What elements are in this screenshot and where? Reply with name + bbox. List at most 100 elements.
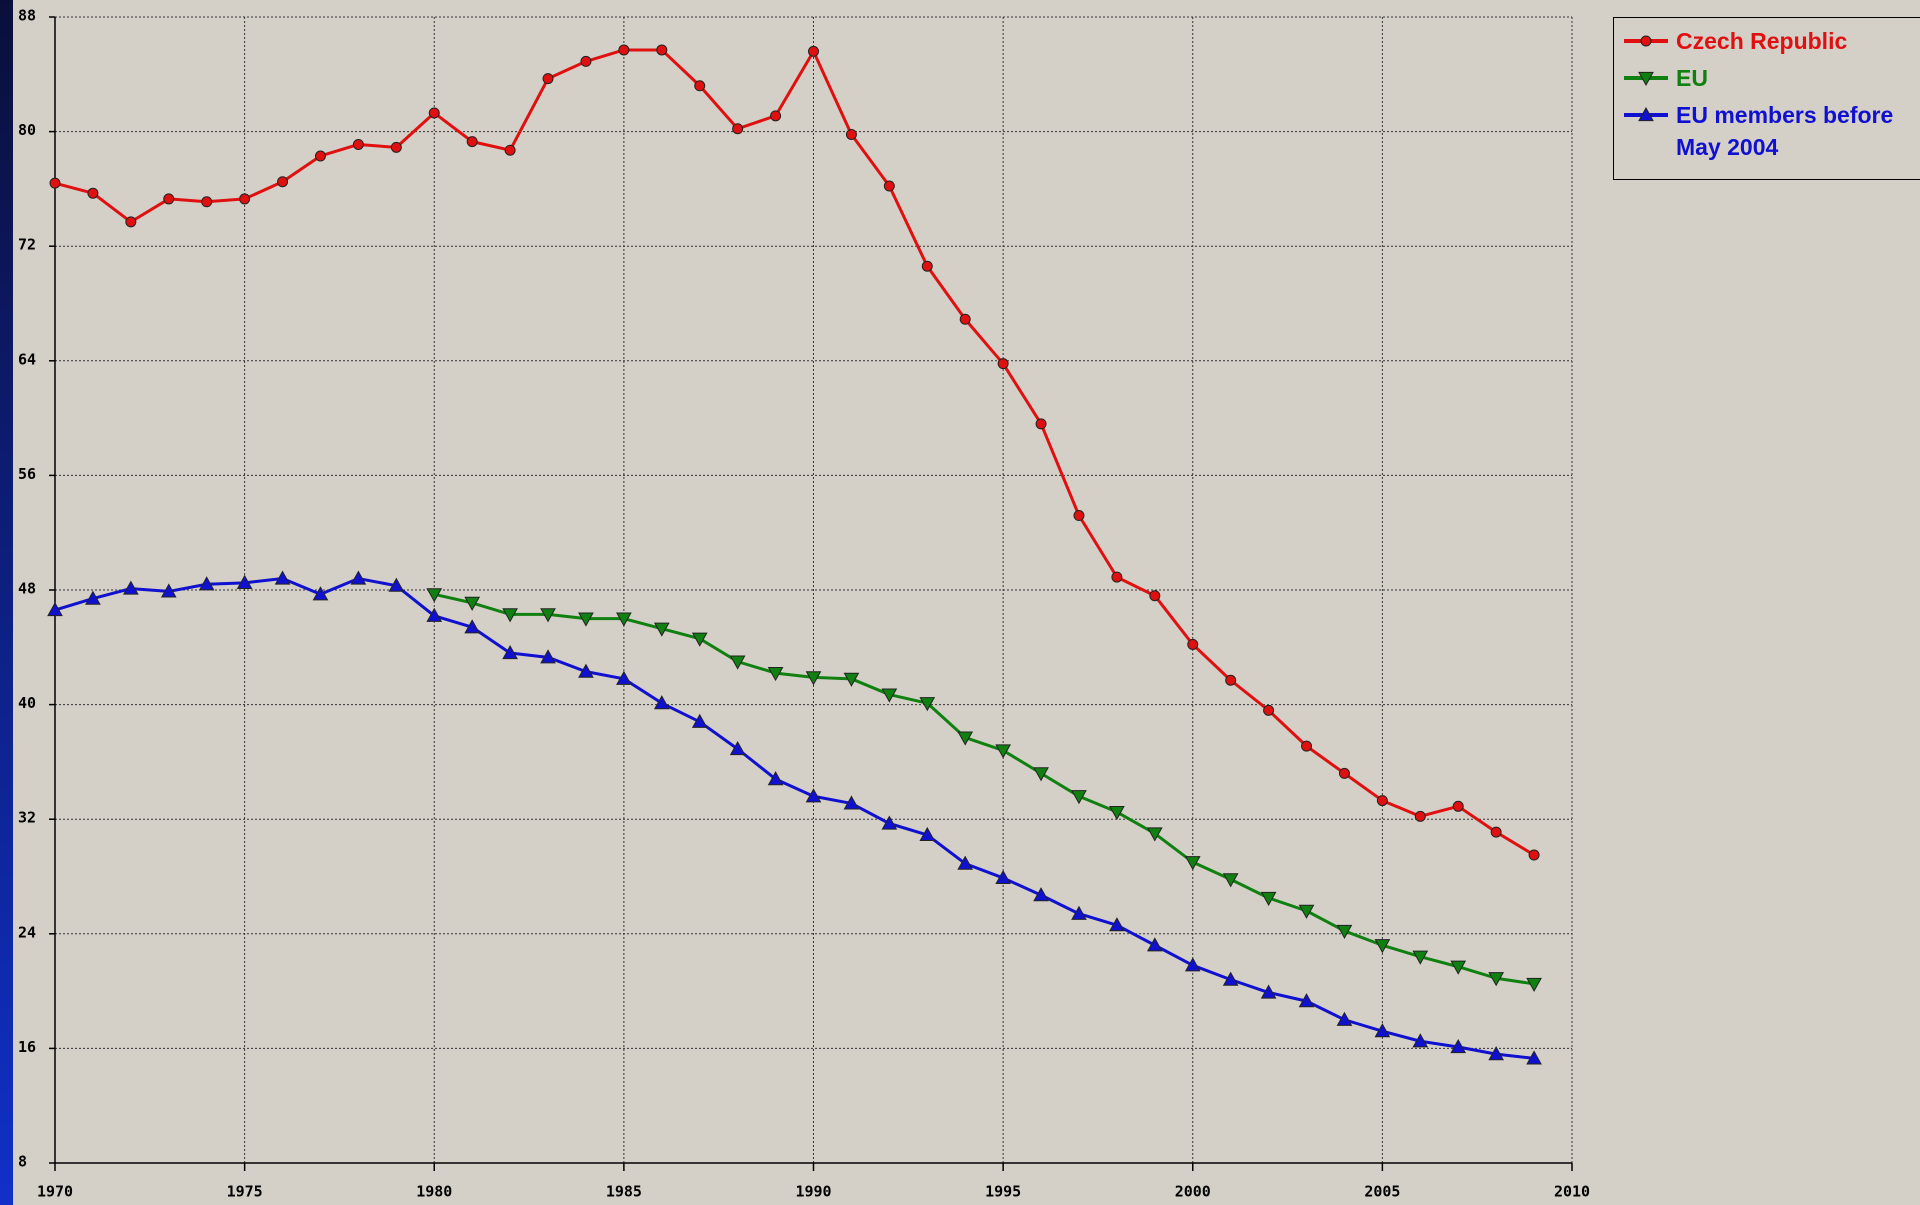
- data-point: [995, 744, 1011, 759]
- data-point: [1526, 977, 1542, 992]
- legend-marker: [1638, 71, 1654, 87]
- data-point: [160, 583, 177, 598]
- data-point: [239, 193, 251, 205]
- data-point: [428, 107, 440, 119]
- data-point: [616, 670, 632, 685]
- data-point: [1374, 1023, 1391, 1038]
- data-point: [85, 590, 101, 605]
- x-tick-label: 2010: [1554, 1183, 1590, 1201]
- data-point: [1184, 856, 1201, 871]
- data-point: [426, 607, 443, 622]
- legend: Czech Republic EU EU members before May 20…: [1613, 17, 1920, 180]
- data-point: [578, 663, 594, 678]
- data-point: [350, 570, 367, 585]
- x-tick-label: 1990: [795, 1183, 831, 1201]
- data-point: [390, 141, 402, 153]
- data-point: [1450, 1038, 1467, 1054]
- x-tick-label: 1995: [985, 1183, 1021, 1201]
- data-point: [542, 73, 554, 85]
- data-point: [1111, 571, 1123, 583]
- legend-label: EU members before May 2004: [1676, 102, 1894, 160]
- y-tick-label: 48: [18, 580, 36, 598]
- data-point: [808, 45, 819, 57]
- y-tick-label: 88: [18, 7, 36, 25]
- y-tick-label: 24: [18, 923, 36, 941]
- data-point: [464, 619, 481, 634]
- data-point: [314, 150, 326, 162]
- data-point: [426, 588, 443, 603]
- data-point: [919, 826, 936, 842]
- series-line: [433, 592, 1535, 986]
- data-point: [1035, 418, 1047, 430]
- data-point: [1109, 805, 1125, 821]
- data-point: [921, 260, 933, 272]
- data-point: [277, 176, 289, 188]
- data-point: [883, 180, 895, 192]
- data-point: [653, 695, 670, 710]
- data-point: [1263, 704, 1275, 716]
- x-tick-label: 2000: [1175, 1183, 1211, 1201]
- data-point: [1298, 993, 1315, 1008]
- data-point: [1033, 767, 1049, 782]
- data-point: [1071, 790, 1087, 805]
- data-point: [729, 740, 746, 756]
- data-point: [1336, 1011, 1353, 1026]
- data-point: [995, 869, 1011, 885]
- data-point: [1033, 887, 1049, 902]
- data-point: [881, 815, 898, 830]
- data-point: [1071, 905, 1087, 920]
- data-point: [1336, 924, 1353, 939]
- data-point: [1146, 937, 1163, 952]
- data-point: [1073, 510, 1085, 522]
- data-point: [1225, 674, 1237, 686]
- data-point: [1450, 960, 1467, 975]
- data-point: [1260, 891, 1277, 907]
- legend-swatch: [1624, 35, 1668, 47]
- data-point: [691, 713, 708, 728]
- legend-item: Czech Republic: [1614, 28, 1920, 57]
- data-point: [691, 632, 708, 647]
- data-point: [578, 612, 594, 627]
- data-point: [1222, 971, 1239, 986]
- data-point: [123, 580, 139, 595]
- data-point: [352, 138, 364, 150]
- data-point: [770, 110, 782, 122]
- data-point: [1414, 810, 1426, 822]
- data-point: [388, 577, 405, 592]
- data-point: [616, 612, 632, 627]
- data-point: [805, 788, 822, 803]
- data-point: [959, 313, 971, 325]
- data-point: [767, 771, 784, 786]
- data-point: [198, 576, 215, 591]
- series-line: [54, 577, 1535, 1060]
- data-point: [502, 645, 518, 660]
- legend-item: EU: [1614, 65, 1920, 94]
- data-point: [805, 671, 822, 686]
- data-point: [1374, 939, 1391, 954]
- side-strip: [0, 0, 13, 1205]
- y-tick-label: 72: [18, 236, 36, 254]
- data-point: [125, 216, 137, 228]
- data-point: [919, 697, 936, 712]
- data-point: [1146, 827, 1163, 842]
- legend-label: Czech Republic: [1676, 28, 1848, 54]
- data-point: [1338, 767, 1350, 779]
- data-point: [540, 608, 556, 623]
- data-point: [845, 128, 857, 140]
- data-point: [163, 193, 175, 205]
- y-tick-label: 80: [18, 121, 36, 139]
- data-point: [1412, 1033, 1429, 1048]
- data-point: [466, 136, 478, 148]
- y-tick-label: 64: [18, 350, 36, 368]
- y-tick-label: 8: [18, 1153, 27, 1171]
- data-point: [843, 795, 860, 810]
- data-point: [1109, 917, 1125, 932]
- data-point: [1222, 873, 1239, 888]
- data-point: [957, 855, 974, 870]
- data-point: [201, 196, 213, 208]
- data-point: [47, 602, 63, 617]
- data-point: [1412, 950, 1429, 965]
- data-point: [1376, 795, 1388, 807]
- data-point: [732, 123, 744, 135]
